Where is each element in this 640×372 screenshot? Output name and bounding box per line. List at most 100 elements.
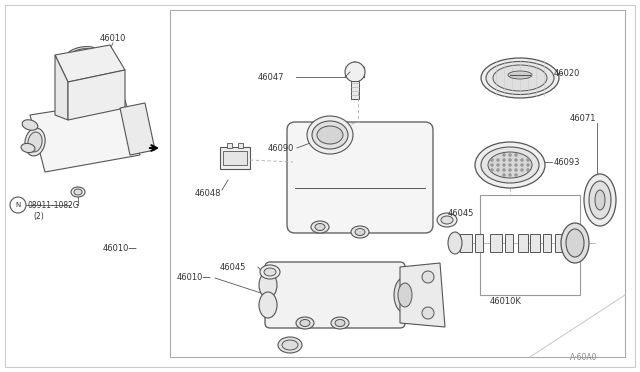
Text: 46048: 46048	[195, 189, 221, 198]
Polygon shape	[55, 45, 125, 82]
Ellipse shape	[584, 174, 616, 226]
Ellipse shape	[595, 190, 605, 210]
Bar	[543, 234, 551, 252]
Circle shape	[422, 271, 434, 283]
Ellipse shape	[481, 147, 539, 183]
Circle shape	[509, 164, 511, 167]
Circle shape	[509, 158, 511, 161]
Ellipse shape	[264, 268, 276, 276]
Circle shape	[10, 197, 26, 213]
Bar	[490, 234, 502, 252]
FancyBboxPatch shape	[287, 122, 433, 233]
Circle shape	[502, 154, 506, 157]
Circle shape	[527, 164, 529, 167]
Ellipse shape	[508, 71, 532, 79]
Text: 46045: 46045	[220, 263, 246, 272]
Ellipse shape	[317, 126, 343, 144]
Ellipse shape	[307, 116, 353, 154]
Circle shape	[497, 164, 499, 167]
Text: 08911-1082G: 08911-1082G	[28, 201, 80, 209]
Ellipse shape	[488, 152, 532, 178]
Ellipse shape	[441, 216, 453, 224]
Circle shape	[497, 158, 499, 161]
Circle shape	[422, 307, 434, 319]
Text: 46093: 46093	[554, 157, 580, 167]
Circle shape	[515, 169, 518, 171]
Bar	[238, 143, 243, 148]
Bar	[170, 10, 625, 357]
Circle shape	[520, 164, 524, 167]
Ellipse shape	[22, 120, 38, 130]
Polygon shape	[120, 103, 155, 155]
Polygon shape	[30, 100, 140, 172]
Ellipse shape	[331, 317, 349, 329]
Ellipse shape	[394, 277, 416, 313]
Bar	[351, 81, 359, 99]
Bar	[460, 234, 472, 252]
Ellipse shape	[25, 128, 45, 156]
Ellipse shape	[71, 187, 85, 197]
Bar	[530, 234, 540, 252]
Ellipse shape	[315, 224, 325, 231]
Text: 46010: 46010	[100, 33, 126, 42]
Circle shape	[520, 169, 524, 171]
Polygon shape	[400, 263, 445, 327]
Ellipse shape	[300, 320, 310, 327]
Ellipse shape	[566, 229, 584, 257]
Circle shape	[509, 173, 511, 176]
Circle shape	[502, 164, 506, 167]
Ellipse shape	[311, 221, 329, 233]
Circle shape	[515, 158, 518, 161]
Circle shape	[520, 158, 524, 161]
Ellipse shape	[296, 317, 314, 329]
Circle shape	[490, 158, 493, 161]
Text: 46047: 46047	[258, 73, 285, 81]
FancyBboxPatch shape	[265, 262, 405, 328]
Circle shape	[527, 158, 529, 161]
Ellipse shape	[486, 61, 554, 94]
Ellipse shape	[493, 65, 547, 91]
Circle shape	[515, 154, 518, 157]
Ellipse shape	[82, 64, 98, 71]
Ellipse shape	[475, 142, 545, 188]
Circle shape	[490, 164, 493, 167]
Text: 46045: 46045	[448, 208, 474, 218]
Bar	[518, 234, 528, 252]
Ellipse shape	[437, 213, 457, 227]
Polygon shape	[68, 70, 125, 120]
Bar	[505, 234, 513, 252]
Ellipse shape	[67, 46, 97, 60]
Ellipse shape	[260, 265, 280, 279]
Ellipse shape	[589, 181, 611, 219]
Ellipse shape	[79, 63, 101, 73]
Ellipse shape	[355, 228, 365, 235]
Ellipse shape	[278, 337, 302, 353]
Polygon shape	[55, 55, 68, 120]
Bar	[220, 147, 250, 169]
Text: 46010K: 46010K	[490, 298, 522, 307]
Text: A·60A0: A·60A0	[570, 353, 598, 362]
Ellipse shape	[312, 121, 348, 149]
Circle shape	[515, 164, 518, 167]
Ellipse shape	[448, 232, 462, 254]
Ellipse shape	[351, 226, 369, 238]
Ellipse shape	[259, 292, 277, 318]
Text: 46010—: 46010—	[103, 244, 138, 253]
Text: 46020: 46020	[554, 68, 580, 77]
Circle shape	[515, 173, 518, 176]
Circle shape	[345, 62, 365, 82]
Ellipse shape	[259, 272, 277, 298]
Ellipse shape	[74, 189, 82, 195]
Bar	[227, 143, 232, 148]
Circle shape	[527, 169, 529, 171]
Circle shape	[509, 169, 511, 171]
Ellipse shape	[561, 223, 589, 263]
Circle shape	[502, 173, 506, 176]
Circle shape	[502, 158, 506, 161]
Circle shape	[497, 169, 499, 171]
Bar	[475, 234, 483, 252]
Ellipse shape	[398, 283, 412, 307]
Text: 46090: 46090	[268, 144, 294, 153]
Circle shape	[509, 154, 511, 157]
Ellipse shape	[21, 143, 35, 153]
